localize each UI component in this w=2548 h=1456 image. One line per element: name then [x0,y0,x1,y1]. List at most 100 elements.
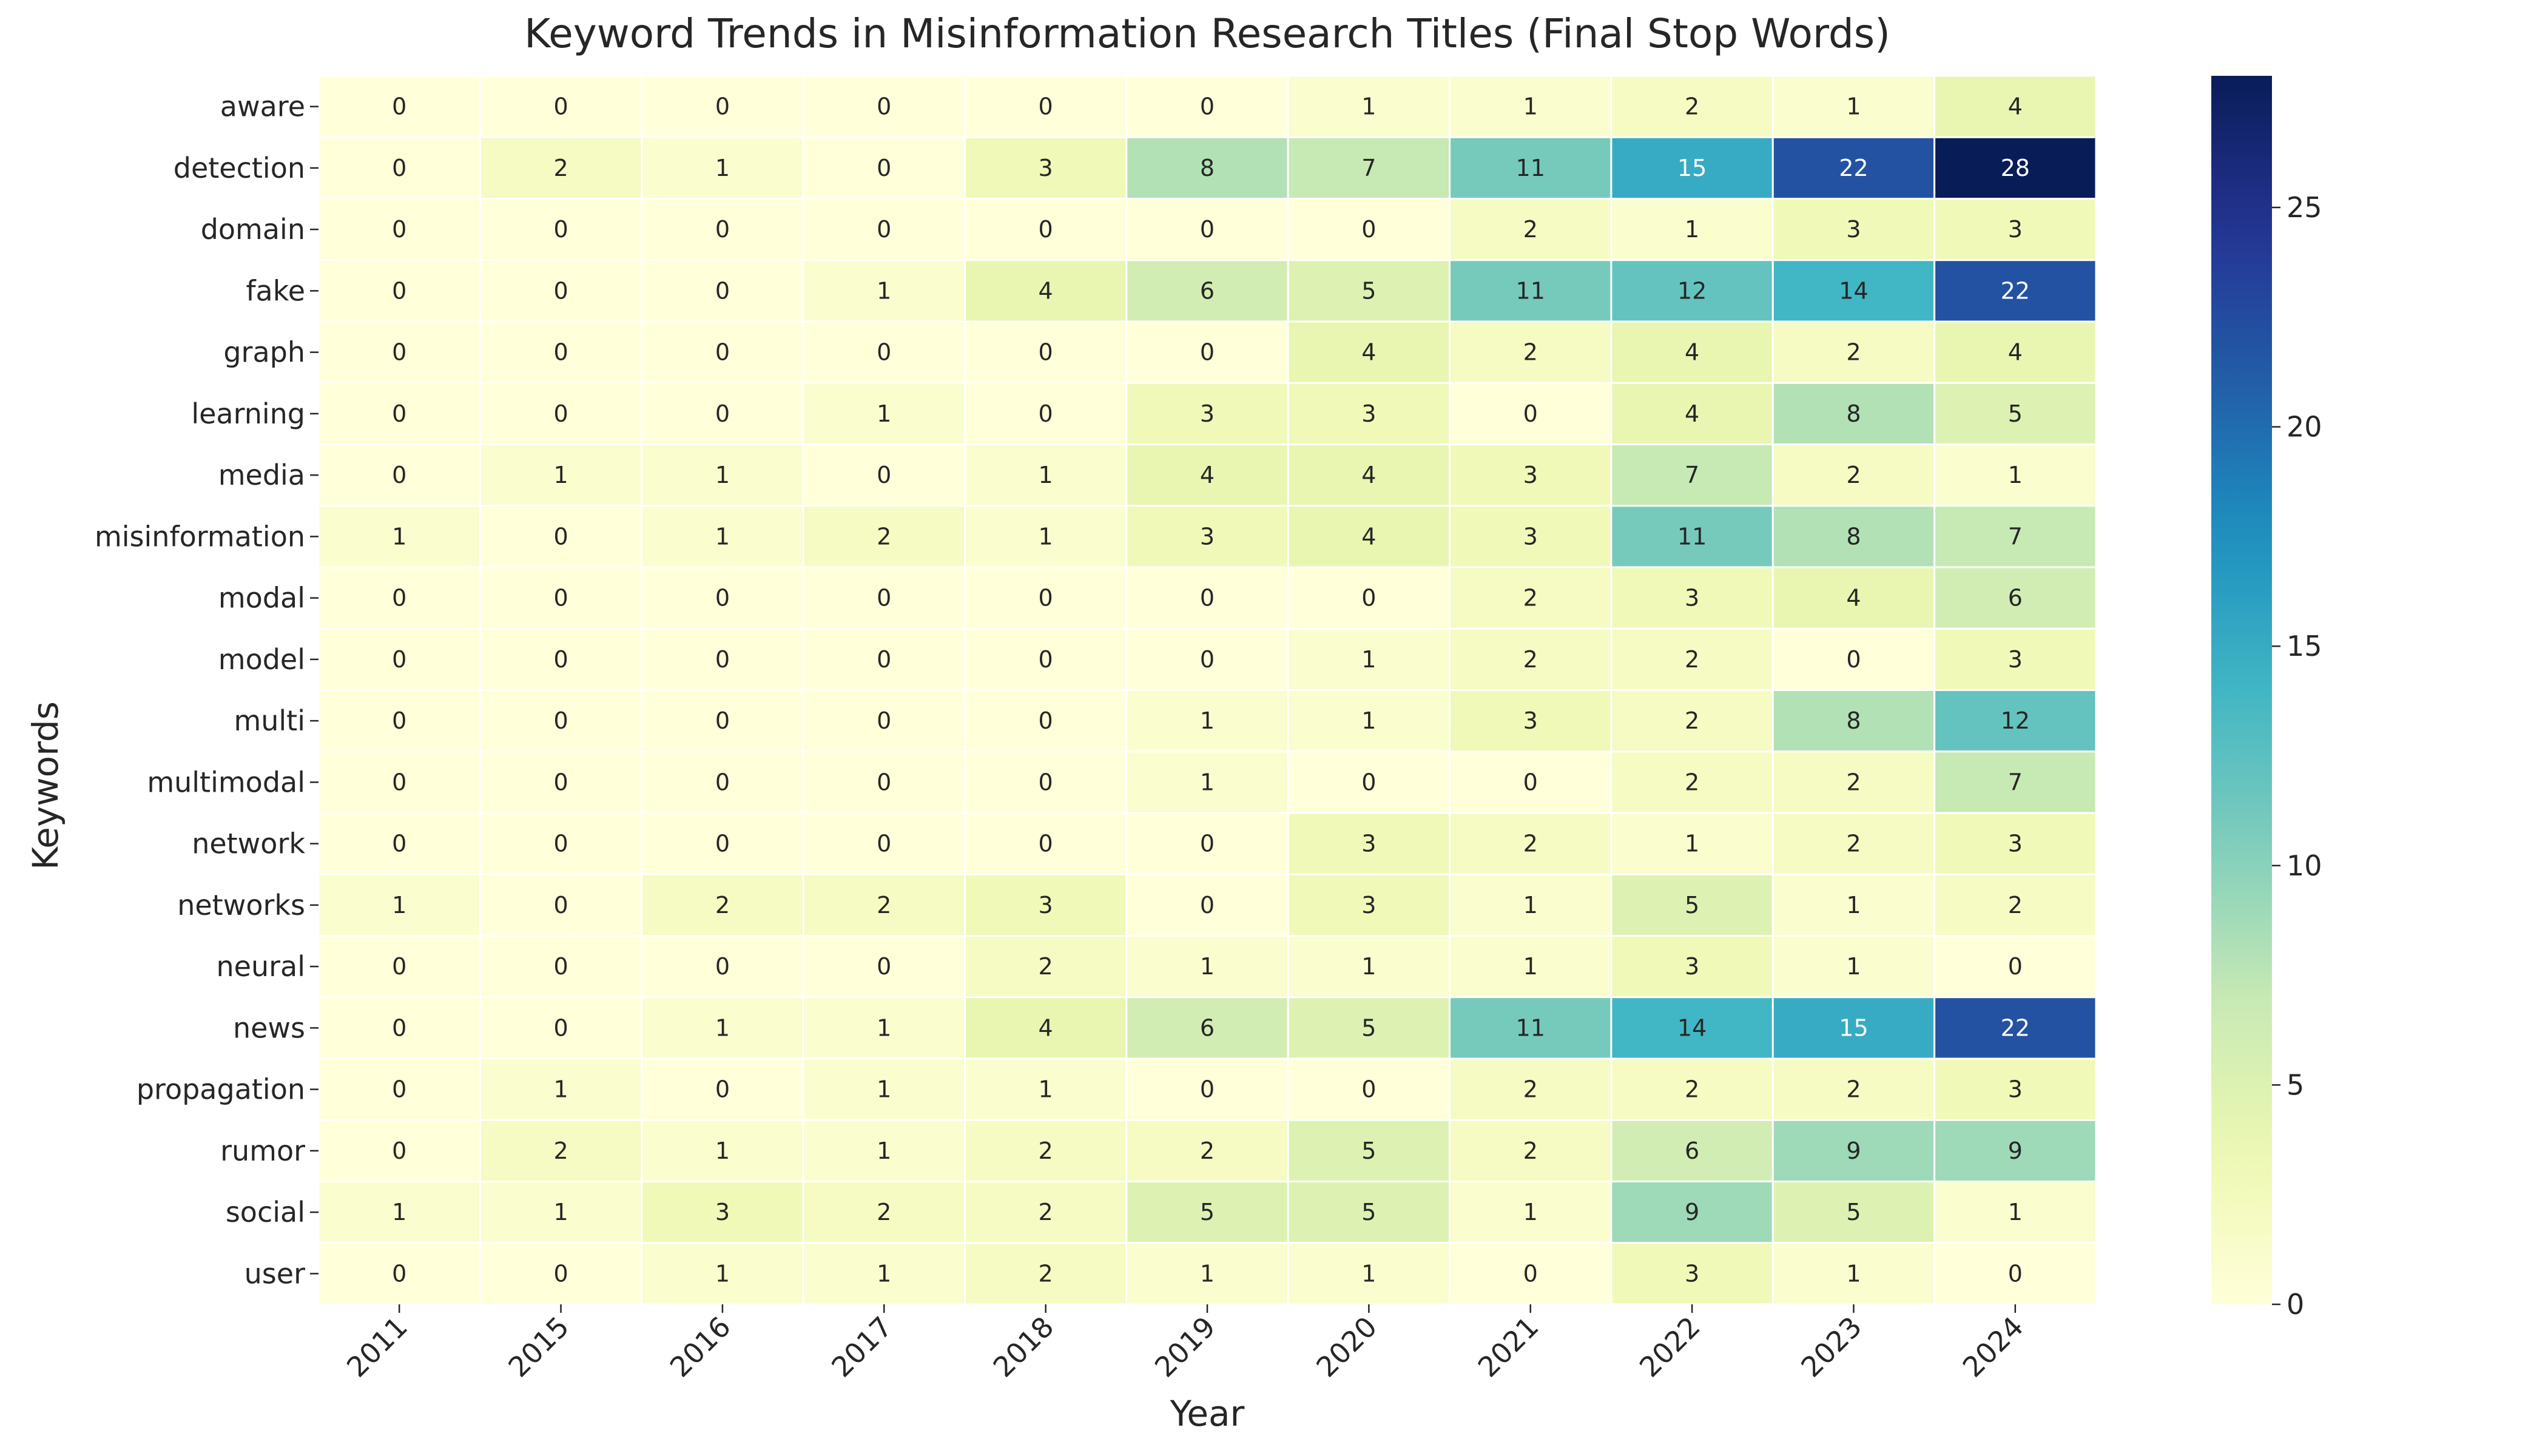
cell-value-label: 1 [1039,1076,1053,1103]
heatmap-cell [1449,1181,1613,1244]
cell-value-label: 3 [1200,523,1215,550]
cell-value-label: 0 [553,339,568,366]
heatmap-cell [479,1057,643,1121]
cell-value-label: 4 [1200,462,1215,488]
cell-value-label: 0 [877,769,891,795]
cell-value-label: 0 [553,1260,568,1287]
y-tick-label: learning [191,397,305,430]
heatmap-cell [1287,750,1451,814]
heatmap-cell [641,1242,804,1306]
heatmap-cell [317,1057,481,1121]
cell-value-label: 5 [1846,1199,1861,1225]
heatmap-cell [1287,259,1451,323]
cell-value-label: 14 [1677,1014,1707,1041]
cell-value-label: 2 [1523,585,1538,612]
heatmap-cell [479,873,643,937]
heatmap-cell [1125,198,1289,261]
heatmap-cell [1449,443,1613,507]
heatmap-cell [1771,1242,1936,1306]
cell-value-label: 1 [1039,462,1053,488]
cell-value-label: 0 [553,707,568,734]
cell-value-label: 1 [1523,953,1538,980]
heatmap-cell [479,320,643,384]
cell-value-label: 1 [1523,1199,1538,1225]
cell-value-label: 4 [1039,1014,1053,1041]
cell-value-label: 1 [1685,216,1699,243]
y-tick-label: user [244,1257,305,1290]
cell-value-label: 0 [553,216,568,243]
cell-value-label: 3 [2008,646,2023,673]
cell-value-label: 1 [877,1076,891,1103]
heatmap-cell [963,873,1128,937]
cell-value-label: 0 [392,953,406,980]
cell-value-label: 0 [553,892,568,918]
cell-value-label: 0 [715,585,730,612]
y-tick-label: network [192,827,305,860]
cell-value-label: 1 [715,1014,730,1041]
cell-value-label: 0 [1523,400,1538,427]
y-tick-labels: aware detection domain fake graph learning med… [95,90,318,1290]
cell-value-label: 7 [1361,155,1376,181]
heatmap-cell [1449,136,1613,200]
cell-value-label: 9 [1846,1138,1861,1164]
cell-value-label: 1 [715,1138,730,1164]
cell-value-label: 5 [1361,1014,1376,1041]
heatmap-cell [802,627,966,691]
x-tick-label: 2011 [340,1310,414,1384]
heatmap-cell [317,320,481,384]
y-tick-label: domain [201,213,305,246]
cell-value-label: 8 [1200,155,1215,181]
heatmap-cell [802,259,966,323]
heatmap-cell [641,320,804,384]
colorbar-tick-label: 25 [2287,191,2322,224]
heatmap-cell [1449,1242,1613,1306]
heatmap-cell [1287,935,1451,999]
heatmap-cell [963,1242,1128,1306]
cell-value-label: 0 [1523,769,1538,795]
heatmap-cell [963,198,1128,261]
cell-value-label: 2 [1846,462,1861,488]
heatmap-cell [479,505,643,568]
cell-value-label: 1 [877,400,891,427]
cell-value-label: 1 [1523,892,1538,918]
cell-value-label: 2 [1039,1199,1053,1225]
heatmap-cell [963,1057,1128,1121]
heatmap-cell [802,382,966,445]
cell-value-label: 0 [877,646,891,673]
heatmap-cell [1933,75,2097,138]
heatmap-cell [641,259,804,323]
cell-value-label: 0 [553,831,568,857]
y-tick-label: social [226,1196,305,1228]
heatmap-cell [1287,320,1451,384]
heatmap-cell [1771,566,1936,630]
heatmap-cell [317,505,481,568]
heatmap-cell [1771,320,1936,384]
cell-value-label: 5 [1361,1138,1376,1164]
heatmap-cell [641,1057,804,1121]
heatmap-cell [1125,812,1289,875]
cell-value-label: 2 [2008,892,2023,918]
cell-value-label: 1 [392,1199,406,1225]
cell-value-label: 0 [877,155,891,181]
heatmap-cell [479,689,643,753]
cell-value-label: 0 [877,339,891,366]
cell-value-label: 0 [1039,216,1053,243]
heatmap-cell [1449,689,1613,753]
cell-value-label: 0 [553,523,568,550]
cell-value-label: 0 [392,1260,406,1287]
heatmap-cell [1610,136,1774,200]
heatmap-cell [1610,689,1774,753]
colorbar-tick-label: 20 [2287,411,2322,443]
heatmap-cell [479,750,643,814]
cell-value-label: 0 [715,400,730,427]
heatmap-cell [1933,996,2097,1060]
heatmap-cell [1125,382,1289,445]
heatmap-cell [1125,259,1289,323]
cell-value-label: 6 [1200,277,1215,304]
heatmap-cell [317,935,481,999]
heatmap-cell [1610,382,1774,445]
heatmap-cell [1125,750,1289,814]
cell-value-label: 0 [877,953,891,980]
heatmap-cell [1610,873,1774,937]
heatmap-cell [1610,566,1774,630]
